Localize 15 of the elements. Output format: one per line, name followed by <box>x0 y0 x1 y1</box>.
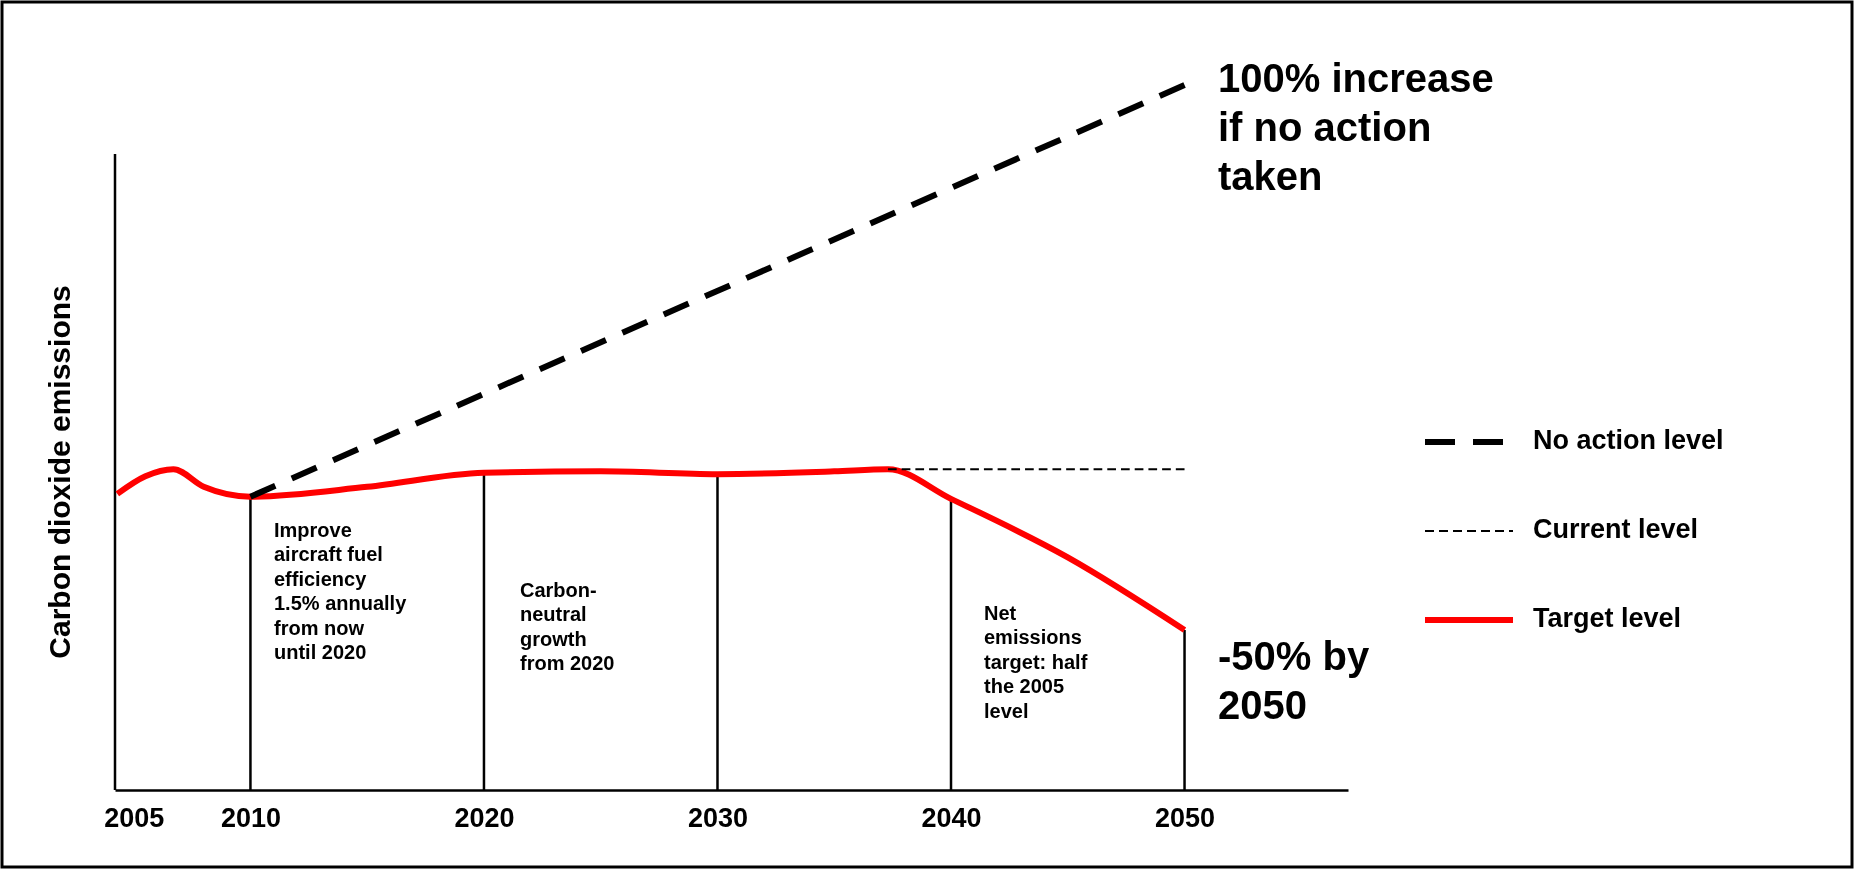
legend-label: Target level <box>1533 603 1682 634</box>
x-tick-label: 2030 <box>687 803 749 834</box>
annotation: Net emissions target: half the 2005 level <box>984 602 1088 722</box>
x-tick-label: 2020 <box>454 803 515 834</box>
annotation: 100% increase if no action taken <box>1218 56 1494 198</box>
annotation: Carbon-neutral growth from 2020 <box>520 579 615 675</box>
x-tick-label: 2010 <box>220 803 281 834</box>
annotation: Improve aircraft fuel efficiency 1.5% annually from now until 2020 <box>274 519 408 663</box>
x-tick-label: 2040 <box>921 803 982 834</box>
annotation: -50% by 2050 <box>1218 634 1370 727</box>
y-axis-title: Carbon dioxide emissions <box>42 285 76 659</box>
legend-label: Current level <box>1533 514 1699 545</box>
x-tick-label: 2050 <box>1154 803 1216 834</box>
legend-label: No action level <box>1533 425 1724 456</box>
x-tick-label: 2005 <box>104 803 165 834</box>
